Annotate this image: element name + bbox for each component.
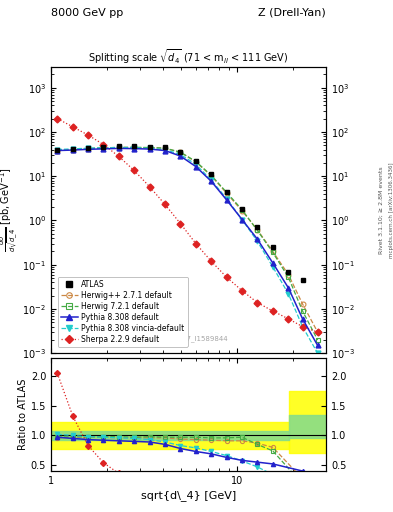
Title: Splitting scale $\sqrt{d_4}$ (71 < m$_{ll}$ < 111 GeV): Splitting scale $\sqrt{d_4}$ (71 < m$_{l…	[88, 48, 289, 67]
X-axis label: sqrt{d\_4} [GeV]: sqrt{d\_4} [GeV]	[141, 490, 236, 501]
Text: 8000 GeV pp: 8000 GeV pp	[51, 8, 123, 18]
Y-axis label: Ratio to ATLAS: Ratio to ATLAS	[18, 379, 28, 451]
Text: Z (Drell-Yan): Z (Drell-Yan)	[259, 8, 326, 18]
Text: ATLAS_2017_I1589844: ATLAS_2017_I1589844	[149, 335, 228, 342]
Legend: ATLAS, Herwig++ 2.7.1 default, Herwig 7.2.1 default, Pythia 8.308 default, Pythi: ATLAS, Herwig++ 2.7.1 default, Herwig 7.…	[58, 277, 187, 347]
Text: Rivet 3.1.10; ≥ 2.8M events: Rivet 3.1.10; ≥ 2.8M events	[379, 166, 384, 254]
Text: mcplots.cern.ch [arXiv:1306.3436]: mcplots.cern.ch [arXiv:1306.3436]	[389, 162, 393, 258]
Y-axis label: $\frac{d\sigma}{d\sqrt{d\_4}}\ [\mathrm{pb,GeV}^{-1}]$: $\frac{d\sigma}{d\sqrt{d\_4}}\ [\mathrm{…	[0, 167, 20, 252]
